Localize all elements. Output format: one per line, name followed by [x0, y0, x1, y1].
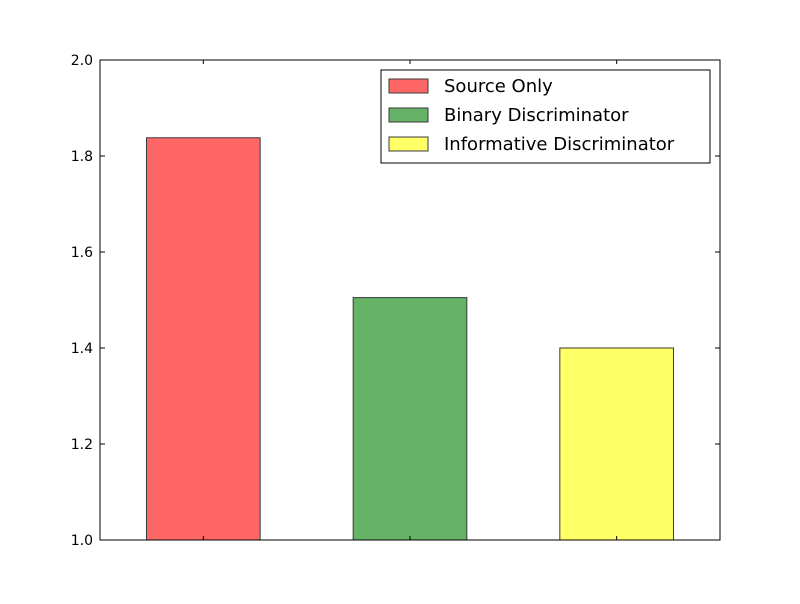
bar-0 — [146, 137, 261, 541]
plot-frame — [99, 59, 721, 541]
y-tick-label-4: 1.8 — [71, 149, 93, 165]
legend-box — [380, 69, 711, 164]
y-tick-label-2: 1.4 — [71, 341, 93, 357]
bar-1 — [352, 297, 468, 541]
y-tick-label-3: 1.6 — [71, 245, 93, 261]
y-tick-label-0: 1.0 — [71, 533, 93, 549]
legend: Source Only Binary Discriminator Informati… — [380, 69, 711, 164]
axes: 1.0 1.2 1.4 1.6 1.8 2.0 — [71, 53, 721, 549]
legend-swatch-1 — [388, 107, 429, 123]
y-tick-label-5: 2.0 — [71, 53, 93, 69]
bar-2 — [559, 347, 674, 541]
legend-swatch-2 — [388, 136, 429, 152]
legend-swatch-0 — [388, 78, 429, 94]
legend-label-1: Binary Discriminator — [444, 105, 629, 126]
legend-label-0: Source Only — [444, 76, 553, 97]
legend-label-2: Informative Discriminator — [444, 134, 675, 155]
plot-area — [146, 137, 674, 541]
y-tick-label-1: 1.2 — [71, 437, 93, 453]
